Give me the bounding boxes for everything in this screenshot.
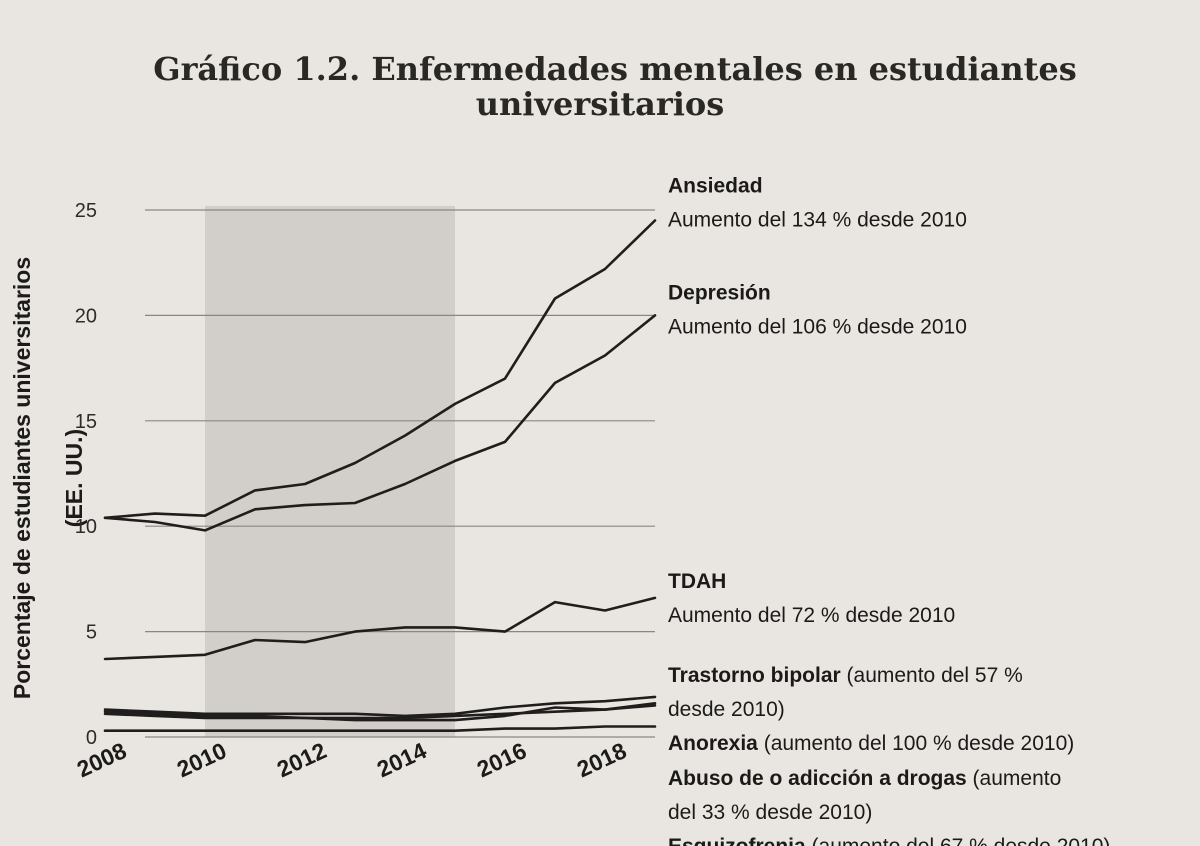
x-tick-label: 2016 [473,737,530,782]
series-line-7 [103,725,657,733]
series-line-1 [103,219,657,520]
annotation-1-line-1: Ansiedad [668,175,763,198]
y-tick-label: 20 [75,305,97,327]
annotation-2-line-2: Aumento del 106 % desde 2010 [668,315,967,338]
annotation-5-line-1: Anorexia (aumento del 100 % desde 2010) [668,732,1074,755]
y-tick-label: 15 [75,411,97,433]
annotation-6-line-2: del 33 % desde 2010) [668,801,872,824]
annotation-detail: (aumento [967,767,1062,790]
annotation-4-line-2: desde 2010) [668,698,785,721]
gridlines [145,209,655,738]
y-tick-labels: 0 5 10 15 20 25 [75,200,97,749]
annotation-detail: Aumento del 72 % desde 2010 [668,604,955,627]
annotation-4-line-1: Trastorno bipolar (aumento del 57 % [668,664,1023,687]
y-tick-label: 0 [86,727,97,749]
shaded-period [205,206,455,737]
annotation-detail: Aumento del 106 % desde 2010 [668,315,967,338]
y-axis-label: Porcentaje de estudiantes universitarios… [9,257,87,699]
annotation-detail: del 33 % desde 2010) [668,801,872,824]
annotation-detail: (aumento del 67 % desde 2010) [806,835,1111,846]
annotation-series-name: Esquizofrenia [668,835,806,846]
y-axis-label-line-1: Porcentaje de estudiantes universitarios [9,257,35,699]
annotation-7-line-1: Esquizofrenia (aumento del 67 % desde 20… [668,835,1110,846]
x-tick-labels: 2008 2010 2012 2014 2016 2018 [73,737,631,782]
series-line-3 [103,596,657,661]
series-annotations: Ansiedad Aumento del 134 % desde 2010 Depr… [668,175,1110,846]
y-axis-label-line-2: (EE. UU.) [61,429,87,527]
x-tick-label: 2018 [573,737,631,782]
shaded-region-layer [205,206,455,737]
annotation-detail: (aumento del 57 % [841,664,1023,687]
series-line-2 [103,314,657,532]
series-lines [103,219,657,733]
annotation-series-name: Trastorno bipolar [668,664,841,687]
series-line-5 [103,701,657,722]
y-tick-label: 10 [75,516,97,538]
annotation-series-name: Anorexia [668,732,758,755]
y-tick-label: 5 [86,622,97,644]
annotation-1-line-2: Aumento del 134 % desde 2010 [668,209,967,232]
annotation-series-name: Abuso de o adicción a drogas [668,767,967,790]
annotation-series-name: Depresión [668,281,771,304]
chart-title-line-2: universitarios [476,85,725,123]
y-tick-label: 25 [75,200,97,222]
annotation-3-line-1: TDAH [668,570,726,593]
x-tick-label: 2012 [273,737,330,782]
annotation-6-line-1: Abuso de o adicción a drogas (aumento [668,767,1061,790]
annotation-detail: desde 2010) [668,698,785,721]
annotation-series-name: TDAH [668,570,726,593]
series-line-6 [103,704,657,720]
annotation-detail: Aumento del 134 % desde 2010 [668,209,967,232]
chart-title-line-1: Gráfico 1.2. Enfermedades mentales en es… [153,50,1077,88]
x-tick-label: 2014 [373,737,431,782]
annotation-series-name: Ansiedad [668,175,763,198]
annotation-detail: (aumento del 100 % desde 2010) [758,732,1074,755]
series-line-4 [103,695,657,718]
x-tick-label: 2010 [173,737,230,782]
x-tick-label: 2008 [73,737,131,782]
annotation-2-line-1: Depresión [668,281,771,304]
annotation-3-line-2: Aumento del 72 % desde 2010 [668,604,955,627]
